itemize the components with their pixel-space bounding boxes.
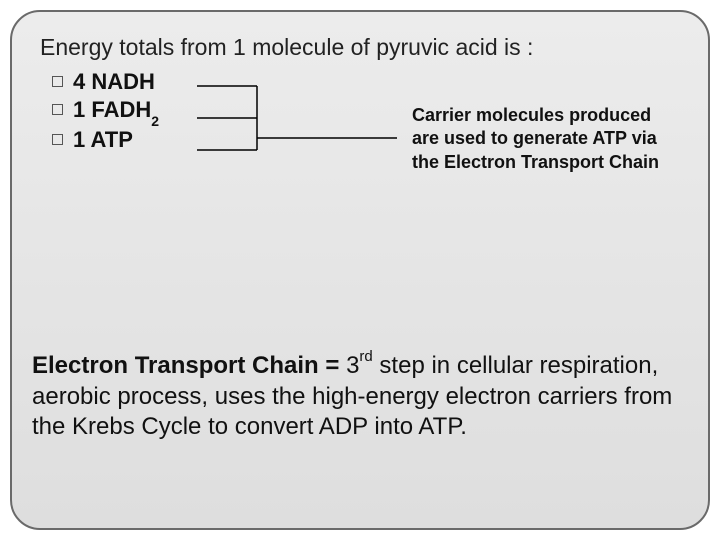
bullet-subscript: 2	[151, 113, 159, 129]
bullet-text: 1 ATP	[73, 127, 133, 153]
slide-frame: Energy totals from 1 molecule of pyruvic…	[10, 10, 710, 530]
paragraph-text: Electron Transport Chain = 3rd step in c…	[32, 350, 692, 443]
bracket-connector-icon	[197, 70, 407, 180]
bullet-text: 4 NADH	[73, 69, 155, 95]
bullet-text-pre: 1 FADH	[73, 97, 151, 122]
square-bullet-icon	[52, 134, 63, 145]
square-bullet-icon	[52, 76, 63, 87]
paragraph-ord-sup: rd	[359, 348, 372, 365]
paragraph-ord-num: 3	[346, 352, 359, 379]
annotation-text: Carrier molecules produced are used to g…	[412, 104, 667, 174]
title-text: Energy totals from 1 molecule of pyruvic…	[40, 34, 682, 61]
paragraph-lead-bold: Electron Transport Chain =	[32, 352, 346, 379]
bullet-text: 1 FADH2	[73, 97, 159, 125]
square-bullet-icon	[52, 104, 63, 115]
